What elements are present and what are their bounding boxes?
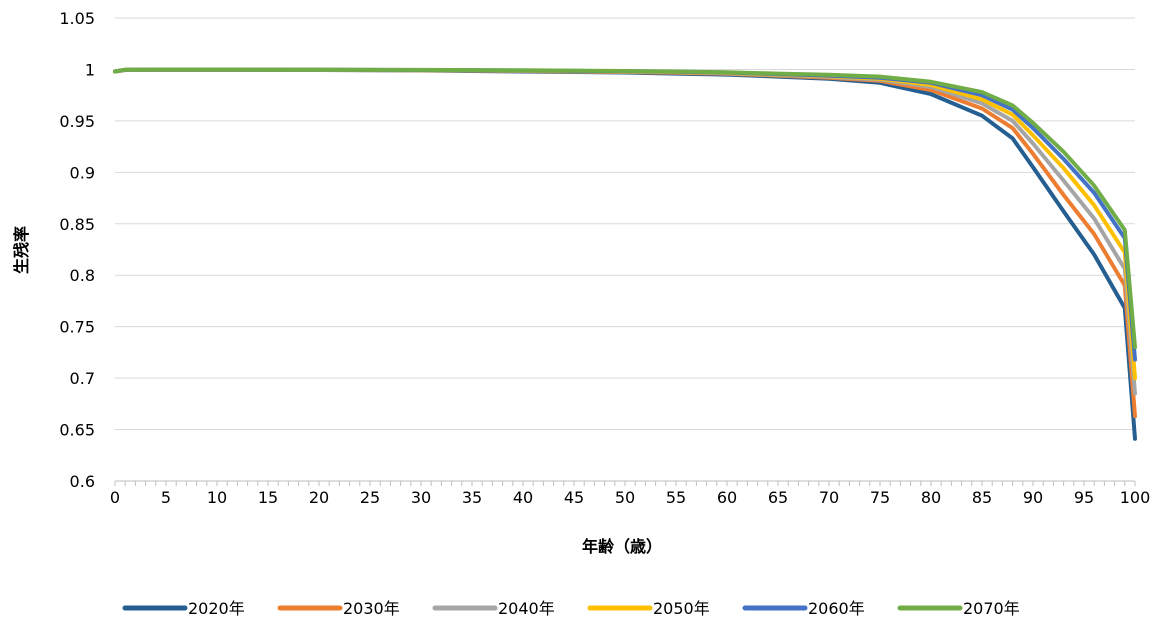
y-tick-label: 0.8	[70, 266, 95, 285]
y-tick-label: 0.75	[59, 318, 95, 337]
y-tick-label: 1.05	[59, 9, 95, 28]
x-tick-label: 70	[819, 488, 839, 507]
legend-label: 2020年	[188, 599, 245, 618]
x-tick-label: 80	[921, 488, 941, 507]
x-tick-label: 65	[768, 488, 788, 507]
series-lines	[113, 67, 1137, 441]
legend: 2020年 2030年 2040年 2050年 2060年 2070年	[122, 599, 1020, 618]
x-tick-label: 35	[462, 488, 482, 507]
gridlines	[115, 17, 1135, 431]
legend-label: 2030年	[343, 599, 400, 618]
axes: 0.6 0.65 0.7 0.75 0.8 0.85 0.9 0.95 1 1.05 0 5 10 15 2…	[59, 9, 1150, 507]
x-tick-label: 85	[972, 488, 992, 507]
legend-label: 2060年	[808, 599, 865, 618]
series-line-5	[113, 67, 1137, 350]
x-tick-label: 45	[564, 488, 584, 507]
series-line-1	[113, 67, 1137, 419]
y-tick-label: 0.85	[59, 215, 95, 234]
x-tick-label: 15	[258, 488, 278, 507]
y-tick-label: 0.9	[70, 163, 95, 182]
x-tick-label: 30	[411, 488, 431, 507]
legend-label: 2070年	[963, 599, 1020, 618]
x-tick-label: 0	[110, 488, 120, 507]
legend-label: 2050年	[653, 599, 710, 618]
y-tick-label: 0.95	[59, 112, 95, 131]
axis-labels: 生残率 年齢（歳）	[12, 226, 662, 556]
series-line-4	[113, 67, 1137, 362]
x-tick-label: 50	[615, 488, 635, 507]
x-tick-label: 60	[717, 488, 737, 507]
x-axis-title: 年齢（歳）	[582, 537, 662, 556]
y-tick-label: 0.6	[70, 472, 95, 491]
x-tick-label: 20	[309, 488, 329, 507]
x-tick-label: 25	[360, 488, 380, 507]
y-tick-label: 0.7	[70, 369, 95, 388]
x-tick-label: 40	[513, 488, 533, 507]
x-tick-label: 5	[161, 488, 171, 507]
x-tick-label: 55	[666, 488, 686, 507]
series-line-2	[113, 67, 1137, 396]
y-tick-label: 0.65	[59, 421, 95, 440]
legend-label: 2040年	[498, 599, 555, 618]
series-line-0	[113, 67, 1137, 441]
x-tick-label: 90	[1023, 488, 1043, 507]
x-tick-label: 10	[207, 488, 227, 507]
x-tick-label: 75	[870, 488, 890, 507]
x-tick-label: 100	[1120, 488, 1151, 507]
y-tick-label: 1	[85, 60, 95, 79]
x-tick-label: 95	[1074, 488, 1094, 507]
y-axis-title: 生残率	[12, 226, 31, 274]
